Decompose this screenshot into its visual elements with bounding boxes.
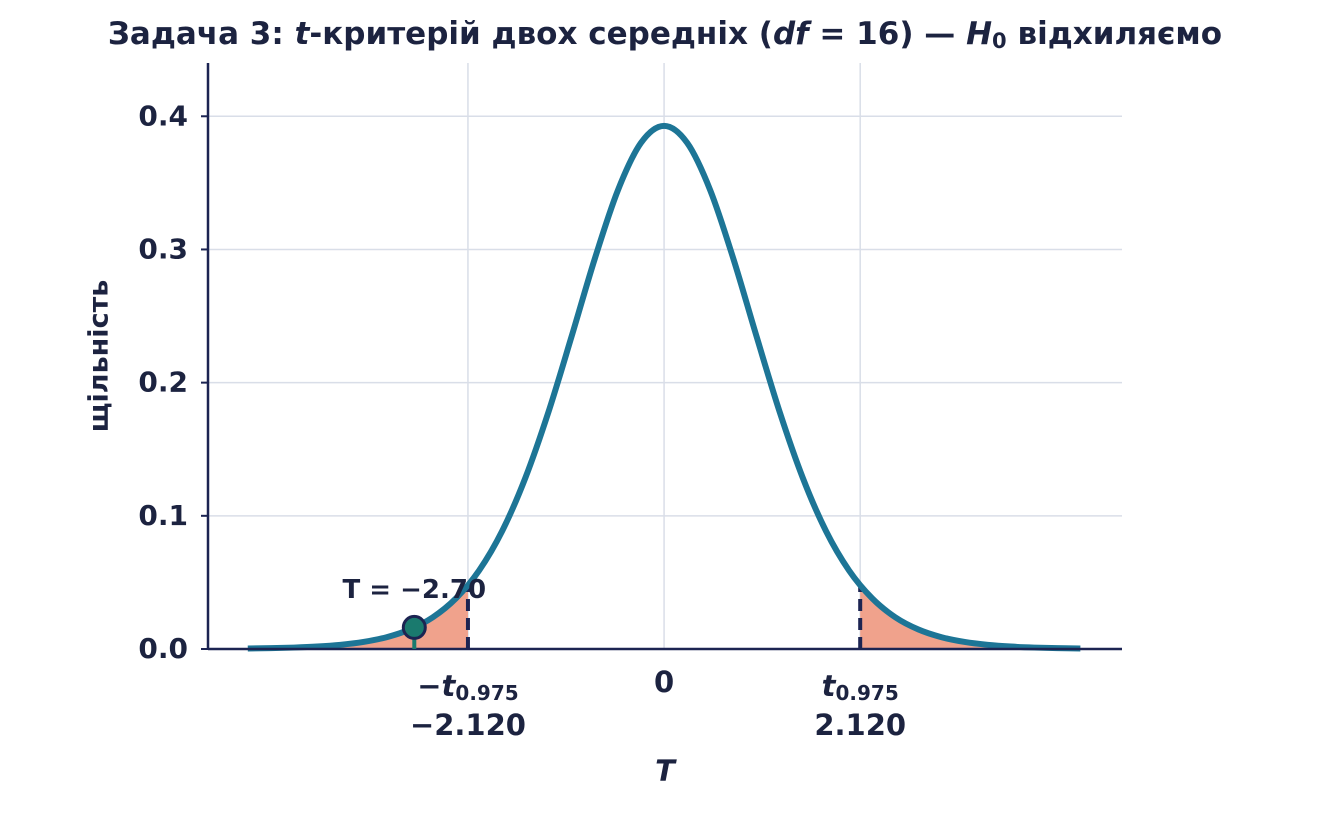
x-tick-label: −2.120 [410,708,526,742]
y-axis-label: щільність [84,280,115,433]
symbol-main: −t [417,669,456,703]
x-tick-symbol: t0.975 [822,669,899,705]
y-tick-label: 0.2 [138,366,188,399]
symbol-sub: 0.975 [455,681,518,705]
title-part: H [966,16,992,52]
x-tick-label: 0 [654,665,674,699]
title-part: = 16) — [809,16,966,52]
y-tick-label: 0.1 [138,499,188,532]
symbol-sub: 0.975 [836,681,899,705]
y-tick-label: 0.4 [138,99,188,132]
chart-title: Задача 3: t-критерій двох середніх (df =… [108,16,1222,54]
y-tick-label: 0.0 [138,632,188,665]
x-tick-symbol: −t0.975 [417,669,518,705]
title-part: відхиляємо [1007,16,1222,52]
symbol-main: t [822,669,837,703]
title-part: df [773,16,812,52]
y-tick-label: 0.3 [138,232,188,265]
title-part: t [295,16,311,52]
x-tick-label: 2.120 [814,708,906,742]
observed-label: T = −2.70 [343,575,487,605]
title-part: -критерій двох середніх ( [309,16,773,52]
density-curve [247,122,1081,652]
title-part: Задача 3: [108,16,295,52]
x-axis-label: T [655,754,677,788]
rejection-area [860,585,1081,649]
title-part: 0 [992,29,1007,53]
observed-point [401,614,427,640]
